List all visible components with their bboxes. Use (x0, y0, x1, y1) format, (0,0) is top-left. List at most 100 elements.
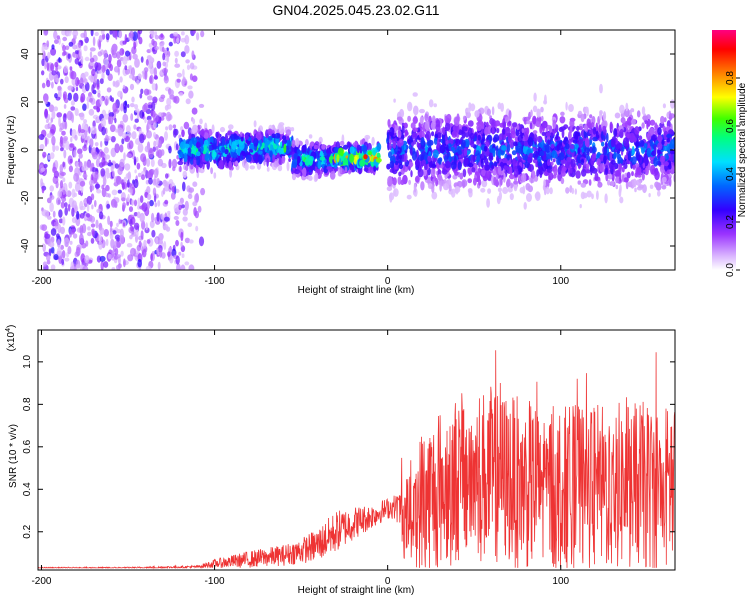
spectral-blob (339, 140, 345, 146)
spectral-blob (176, 72, 182, 78)
spectral-blob (649, 184, 654, 189)
spectral-blob (299, 161, 303, 167)
spectral-blob (170, 192, 176, 200)
spectral-blob (438, 157, 443, 163)
spectral-blob (171, 248, 177, 257)
spectral-blob (541, 115, 544, 122)
spectral-blob (109, 220, 113, 228)
y-tick-label: 40 (20, 48, 31, 60)
spectral-blob (625, 180, 629, 190)
spectral-blob (657, 127, 662, 135)
spectral-blob (129, 74, 134, 79)
spectral-blob (582, 192, 588, 199)
spectral-blob (131, 149, 135, 160)
spectral-blob (62, 44, 66, 52)
spectral-blob (473, 177, 477, 186)
spectral-blob (166, 97, 172, 107)
spectral-blob (398, 163, 404, 170)
spectral-blob (613, 128, 618, 137)
spectral-blob (43, 93, 49, 103)
spectral-blob (167, 210, 171, 215)
spectral-blob (629, 132, 635, 143)
spectral-blob (619, 196, 624, 204)
spectral-blob (96, 189, 102, 194)
spectral-blob (149, 220, 155, 229)
spectral-blob (51, 81, 54, 89)
spectral-blob (71, 77, 76, 86)
spectral-blob (509, 166, 513, 176)
spectral-blob (80, 184, 84, 194)
spectral-blob (189, 140, 193, 149)
spectral-blob (60, 244, 64, 250)
spectral-blob (388, 151, 392, 159)
spectral-blob (668, 129, 674, 135)
spectral-blob (483, 157, 489, 165)
spectral-blob (50, 236, 55, 243)
spectral-blob (40, 167, 46, 172)
spectral-blob (154, 202, 158, 208)
spectral-blob (285, 129, 292, 136)
spectral-blob (239, 154, 244, 161)
spectral-blob (651, 134, 658, 141)
spectral-blob (95, 62, 102, 71)
snr-axes: -200 -100 0 100 0.2 0.4 0.6 0.8 1.0 (22, 330, 675, 587)
spectral-blob (550, 132, 554, 138)
spectral-blob (486, 198, 490, 208)
spectral-blob (418, 154, 424, 161)
spectral-blob (187, 147, 192, 154)
spectral-blob (626, 116, 633, 126)
spectral-blob (375, 157, 382, 163)
spectral-blob (175, 255, 180, 265)
spectral-blob (128, 140, 134, 150)
spectral-blob (469, 132, 475, 140)
spectral-blob (162, 52, 166, 61)
spectral-blob (196, 32, 200, 41)
spectral-blob (592, 126, 597, 135)
spectral-blob (470, 103, 476, 112)
spectral-blob (392, 140, 397, 149)
spectral-blob (532, 115, 537, 125)
spectral-blob (576, 125, 580, 131)
spectral-blob (634, 187, 637, 193)
spectral-blob (481, 179, 488, 188)
spectral-blob (107, 73, 113, 81)
spectral-blob (477, 134, 481, 141)
spectral-blob (74, 50, 79, 55)
spectral-blob (631, 145, 635, 156)
spectral-blob (182, 208, 188, 216)
spectral-blob (173, 203, 179, 213)
spectral-blob (637, 166, 642, 176)
spectral-blob (117, 127, 124, 137)
spectral-blob (219, 126, 226, 133)
spectral-blob (112, 102, 118, 113)
spectral-blob (88, 108, 95, 116)
spectral-blob (184, 261, 190, 266)
spectral-blob (283, 143, 287, 153)
spectral-blob (96, 107, 100, 113)
spectral-blob (67, 53, 71, 59)
spectral-blob (454, 171, 459, 176)
spectral-blob (296, 155, 301, 164)
spectral-blob (442, 135, 446, 145)
spectral-blob (314, 172, 319, 182)
spectral-blob (187, 85, 193, 90)
spectral-blob (83, 30, 87, 40)
spectral-blob (139, 212, 145, 223)
spectral-blob (397, 145, 402, 154)
spectral-blob (73, 92, 79, 102)
spectral-blob (218, 159, 224, 170)
spectral-blob (420, 181, 425, 191)
spectral-blob (122, 40, 127, 45)
spectral-blob (509, 174, 515, 180)
spectral-blob (191, 75, 198, 82)
spectral-blob (72, 53, 79, 58)
spectral-blob (509, 193, 514, 201)
spectral-blob (82, 145, 88, 152)
colorbar-axes: 0.0 0.2 0.4 0.6 0.8 (725, 71, 740, 277)
spectral-blob (618, 154, 621, 159)
spectral-blob (526, 120, 531, 125)
spectral-blob (82, 103, 87, 111)
spectral-blob (105, 98, 108, 106)
spectral-blob (144, 70, 148, 81)
spectral-blob (195, 155, 201, 166)
